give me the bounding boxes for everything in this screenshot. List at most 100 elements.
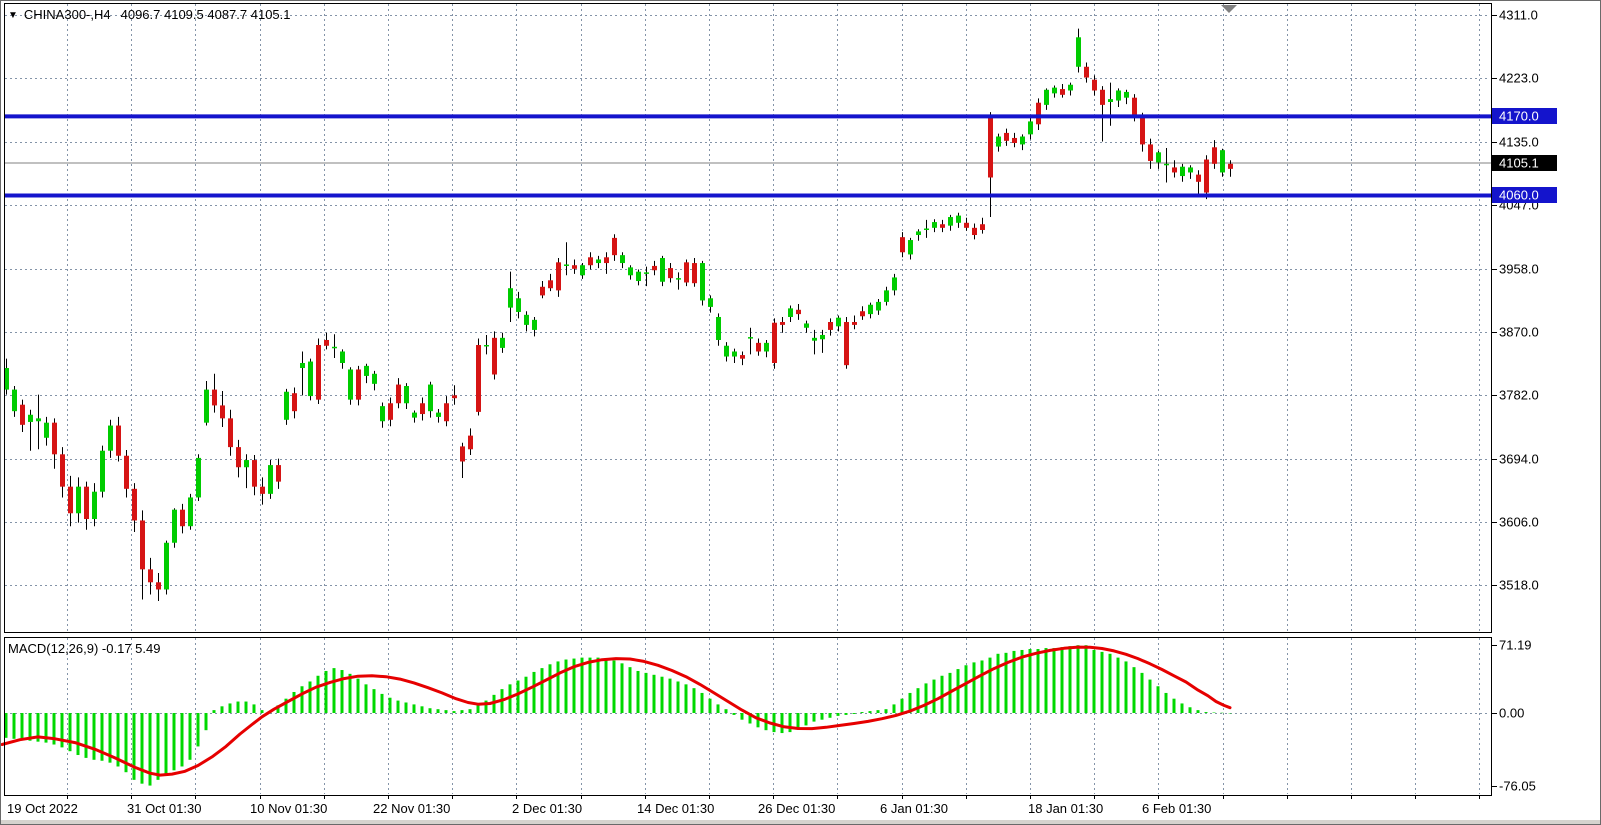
svg-text:4060.0: 4060.0 [1499,188,1539,203]
candle-body [220,405,225,419]
macd-bar [732,713,736,715]
macd-axis-label: 0.00 [1499,706,1524,721]
candle-body [252,460,257,487]
price-axis-label: 4135.0 [1499,135,1539,150]
macd-bar [468,709,472,713]
current-price-badge: 4105.1 [1492,155,1557,171]
macd-bar [412,704,416,713]
candle-body [508,288,513,308]
candle-body [948,217,953,226]
time-axis[interactable]: 19 Oct 2022 31 Oct 01:30 10 Nov 01:30 22 No… [7,795,1480,816]
candle-body [4,368,9,390]
macd-bar [124,713,128,773]
macd-bar [284,698,288,713]
candle-body [68,486,73,514]
candle-body [388,403,393,420]
window-bottom-edge [0,820,1601,825]
candle-body [244,460,249,468]
candle-body [1172,167,1177,173]
candle-body [660,258,665,282]
candle-body [524,314,529,325]
candle-body [76,486,81,514]
candle-body [612,237,617,256]
macd-bar [588,657,592,713]
candle-body [596,259,601,264]
macd-bar [716,704,720,713]
macd-bar [428,708,432,713]
macd-bar [540,668,544,713]
macd-bar [1132,667,1136,713]
macd-bar [484,700,488,713]
price-axis-label: 3694.0 [1499,452,1539,467]
candle-body [724,345,729,357]
macd-bar [1204,712,1208,713]
symbol-dropdown-icon[interactable]: ▼ [8,10,18,21]
macd-bar [804,713,808,726]
macd-bar [740,713,744,720]
candle-body [900,237,905,253]
macd-bar [236,701,240,713]
candle-body [20,404,25,425]
candle-body [556,262,561,291]
candle-body [812,337,817,341]
macd-bar [308,681,312,713]
macd-bar [1164,692,1168,713]
candle-body [748,337,753,339]
macd-bar [884,709,888,713]
macd-bar [404,702,408,713]
candle-body [548,280,553,289]
macd-bar [1188,707,1192,713]
macd-bar [892,704,896,713]
candle-body [668,268,673,279]
macd-bar [436,709,440,713]
macd-bar [844,713,848,715]
macd-bar [1044,648,1048,713]
candle-body [372,373,377,384]
candle-body [36,418,41,422]
candle-body [492,337,497,375]
macd-bar [988,657,992,713]
candle-body [444,403,449,422]
candle-body [52,422,57,455]
macd-bar [212,710,216,713]
macd-bar [252,704,256,713]
chart-shift-marker-icon[interactable] [1221,5,1237,13]
macd-bar [828,713,832,718]
macd-bar [908,692,912,713]
macd-bar [300,686,304,713]
macd-bar [924,683,928,713]
candle-body [460,446,465,462]
candle-body [100,450,105,492]
macd-bar [356,678,360,713]
candle-body [804,323,809,328]
macd-bar [60,713,64,748]
candle-body [972,227,977,236]
macd-bar [132,713,136,780]
chart-title: ▼ CHINA300-,H4 4096.7 4109.5 4087.7 4105.1 [8,7,291,22]
macd-bar [164,713,168,775]
macd-bar [12,713,16,739]
candle-body [204,389,209,423]
macd-bar [756,713,760,728]
candle-body [1044,89,1049,105]
candle-body [564,264,569,266]
price-axis[interactable]: 4311.04223.04135.04047.03958.03870.03782… [1491,8,1557,794]
candle-body [844,322,849,366]
candle-body [1156,152,1161,163]
price-axis-label: 4223.0 [1499,71,1539,86]
macd-bar [612,660,616,713]
candle-body [876,301,881,311]
macd-bar [1092,649,1096,713]
candle-body [284,391,289,420]
candle-body [196,457,201,498]
price-axis-label: 3870.0 [1499,325,1539,340]
candle-body [452,395,457,399]
symbol-period-label: CHINA300-,H4 [23,7,111,22]
candle-body [172,509,177,543]
candle-body [572,265,577,269]
candle-body [324,339,329,346]
macd-bar [524,676,528,713]
macd-bar [1028,649,1032,713]
